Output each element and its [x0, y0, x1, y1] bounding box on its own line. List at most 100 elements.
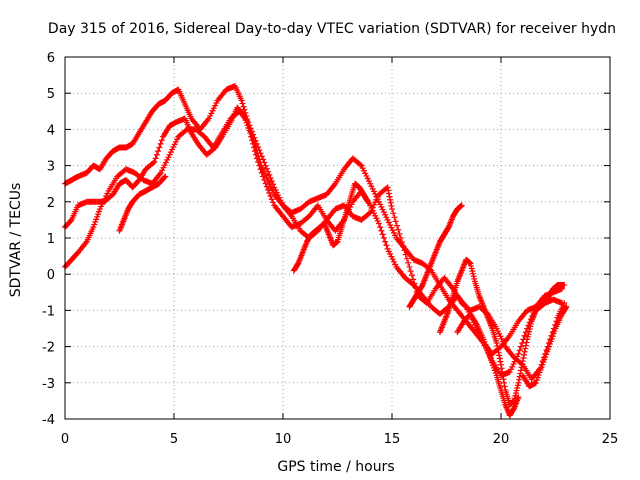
data-point-trail — [304, 232, 314, 244]
data-point-trail — [117, 218, 127, 233]
data-point-trail — [438, 284, 451, 301]
data-point-trail — [511, 382, 521, 402]
axis-ticks: 0 5 10 15 20 25 -4 -3 -2 -1 0 1 2 3 4 5 6 — [42, 51, 618, 447]
data-point-trail — [356, 185, 367, 197]
data-point-trail — [62, 257, 74, 269]
data-point-trail — [494, 374, 504, 391]
data-point-trail — [289, 215, 303, 232]
data-point-trail — [259, 164, 270, 182]
data-point-trail — [182, 103, 194, 120]
data-point-trail — [385, 248, 399, 268]
chart-title: Day 315 of 2016, Sidereal Day-to-day VTE… — [48, 21, 616, 37]
data-point-trail — [176, 127, 189, 139]
data-point-trail — [428, 251, 438, 265]
data-point-trail — [498, 365, 508, 390]
data-points — [62, 82, 570, 419]
data-point — [406, 263, 413, 270]
data-point-trail — [281, 214, 294, 229]
data-point-trail — [152, 137, 165, 162]
data-point-trail — [377, 201, 390, 221]
data-point-trail — [540, 346, 552, 366]
data-point-trail — [398, 239, 412, 266]
data-point-trail — [524, 320, 534, 340]
x-tick-label: 0 — [61, 432, 69, 447]
data-point-trail — [163, 91, 174, 103]
data-point-trail — [559, 304, 569, 316]
data-point-trail — [176, 88, 187, 105]
data-point-trail — [446, 214, 456, 229]
data-point-trail — [194, 127, 207, 139]
data-point-trail — [351, 156, 364, 168]
data-point-trail — [476, 294, 486, 309]
y-tick-label: 2 — [47, 196, 55, 211]
data-point-trail — [481, 338, 493, 358]
data-point — [515, 379, 522, 386]
data-point-trail — [520, 339, 530, 361]
y-tick-label: 6 — [47, 51, 55, 66]
data-point-trail — [69, 204, 81, 221]
data-point-trail — [455, 269, 465, 283]
data-point-trail — [385, 219, 399, 239]
data-point-trail — [110, 182, 122, 197]
series-4 — [116, 173, 169, 234]
data-point-trail — [516, 361, 526, 383]
data-point-trail — [450, 280, 460, 297]
data-point-trail — [272, 203, 285, 218]
data-point — [245, 119, 252, 126]
data-point-trail — [455, 319, 467, 334]
data-point-trail — [498, 389, 508, 406]
data-point-trail — [295, 251, 305, 265]
data-point-trail — [121, 207, 131, 222]
data-point-trail — [298, 199, 311, 212]
data-point-trail — [300, 240, 310, 254]
y-tick-label: 4 — [47, 123, 55, 138]
y-tick-label: 1 — [47, 232, 55, 247]
data-point-trail — [361, 192, 371, 204]
data-point-trail — [98, 190, 111, 210]
data-point-trail — [507, 320, 521, 337]
data-point-trail — [272, 186, 285, 206]
data-point-trail — [442, 276, 455, 291]
data-point-trail — [516, 329, 529, 354]
data-point-trail — [62, 217, 74, 230]
data-point-trail — [437, 319, 447, 334]
data-point-trail — [198, 117, 211, 131]
data-point-trail — [137, 120, 148, 135]
data-point — [384, 184, 391, 191]
data-point-trail — [339, 211, 349, 229]
y-tick-label: 5 — [47, 87, 55, 102]
data-point-trail — [542, 293, 552, 306]
data-point-trail — [298, 214, 311, 226]
data-point-trail — [156, 174, 168, 186]
data-point — [365, 198, 372, 205]
data-point-trail — [394, 265, 407, 280]
data-point-trail — [281, 203, 294, 218]
data-point — [493, 339, 500, 346]
data-point-trail — [263, 165, 277, 188]
data-point-trail — [167, 136, 181, 156]
y-tick-label: -2 — [42, 341, 55, 356]
data-point-trail — [488, 357, 499, 376]
x-tick-label: 25 — [602, 432, 619, 447]
x-tick-label: 15 — [384, 432, 401, 447]
y-tick-label: -1 — [42, 304, 55, 319]
data-point-trail — [211, 132, 224, 149]
data-point-trail — [189, 131, 201, 146]
data-point — [262, 162, 269, 169]
data-point — [162, 173, 169, 180]
series-9 — [519, 303, 570, 390]
data-point-trail — [546, 328, 558, 348]
data-point-trail — [232, 85, 244, 102]
data-point-trail — [468, 312, 480, 327]
data-point-trail — [441, 308, 452, 323]
series-6 — [406, 202, 465, 310]
data-point-trail — [516, 308, 529, 323]
data-point-trail — [407, 297, 417, 309]
data-point-trail — [69, 250, 81, 262]
data-point-trail — [464, 319, 477, 334]
y-tick-label: -4 — [42, 413, 55, 428]
data-point-trail — [263, 183, 277, 206]
data-point-trail — [415, 283, 425, 295]
x-axis-label: GPS time / hours — [277, 459, 394, 475]
series-5 — [290, 180, 372, 274]
